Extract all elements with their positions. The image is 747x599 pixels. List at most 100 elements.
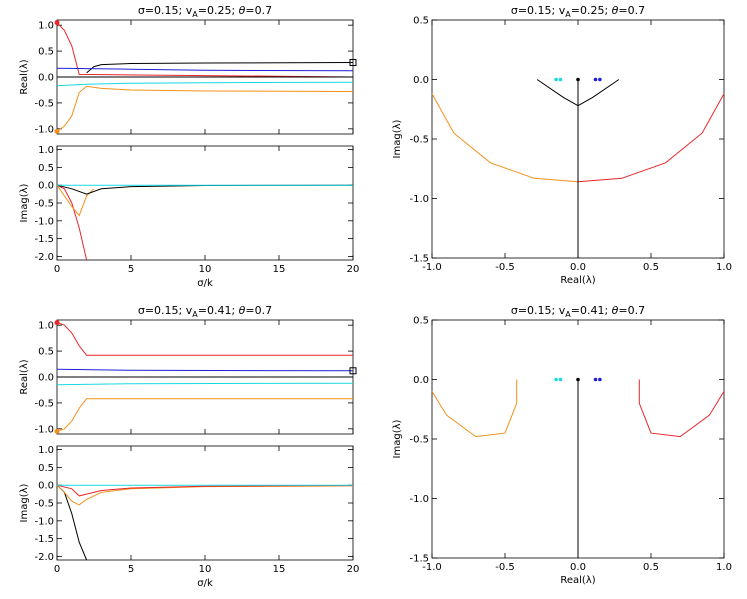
y-tick-label: 1.0	[38, 145, 54, 156]
y-tick-label: -0.5	[34, 499, 54, 510]
root-marker	[598, 377, 602, 382]
root-marker	[558, 377, 563, 382]
root-marker	[554, 77, 558, 82]
series-line-blue	[56, 368, 354, 372]
root-marker	[558, 77, 563, 82]
series-line-red	[56, 484, 354, 497]
x-tick-label: 0.0	[570, 262, 586, 273]
y-tick-label: -1.0	[34, 424, 54, 435]
x-tick-label: 0	[54, 564, 60, 575]
y-tick-label: -0.5	[409, 135, 429, 146]
y-tick-label: -0.5	[409, 435, 429, 446]
x-tick-label: 0.0	[570, 562, 586, 573]
series-line-orange	[431, 379, 518, 438]
y-tick-label: -1.0	[34, 124, 54, 135]
series-line-cyan	[56, 81, 354, 87]
series-line-blue	[56, 67, 354, 72]
y-axis-label: Imag(λ)	[19, 483, 30, 522]
series-line-black	[56, 184, 354, 195]
x-axis-label: σ/k	[197, 578, 213, 589]
x-tick-label: 0.5	[643, 562, 659, 573]
x-tick-label: 5	[128, 264, 134, 275]
y-tick-label: -1.0	[34, 516, 54, 527]
y-tick-label: 0.5	[413, 316, 429, 327]
y-tick-label: 0.5	[413, 16, 429, 27]
x-tick-label: 20	[347, 564, 360, 575]
y-tick-label: -1.5	[34, 534, 54, 545]
x-tick-label: 5	[128, 564, 134, 575]
y-axis-label: Imag(λ)	[392, 119, 403, 158]
series-line-red	[577, 93, 725, 183]
x-tick-label: 0.5	[643, 262, 659, 273]
series-line-red	[56, 22, 354, 78]
y-tick-label: 0.0	[38, 373, 54, 384]
y-axis-label: Real(λ)	[19, 59, 30, 94]
x-axis-label: Real(λ)	[560, 575, 595, 586]
y-tick-label: -1.0	[34, 216, 54, 227]
root-marker	[576, 77, 580, 82]
y-tick-label: 0.0	[38, 481, 54, 492]
y-tick-label: -2.0	[34, 552, 54, 563]
y-tick-label: -0.5	[34, 398, 54, 409]
y-axis-label: Imag(λ)	[19, 183, 30, 222]
y-tick-label: -1.0	[409, 194, 429, 205]
series-line-orange	[56, 484, 354, 506]
root-marker	[576, 377, 580, 382]
x-tick-label: 1.0	[716, 262, 732, 273]
chart-title: σ=0.15; vA=0.41; θ=0.7	[138, 304, 272, 319]
y-tick-label: -1.5	[409, 254, 429, 265]
series-line-red	[56, 184, 88, 261]
series-line-orange	[431, 93, 579, 183]
chart-title: σ=0.15; vA=0.25; θ=0.7	[138, 4, 272, 19]
x-tick-label: -1.0	[422, 562, 442, 573]
y-tick-label: -1.5	[34, 234, 54, 245]
y-tick-label: 0.0	[413, 75, 429, 86]
y-tick-label: -1.5	[409, 554, 429, 565]
series-line-black	[86, 62, 354, 74]
x-axis-label: σ/k	[197, 278, 213, 289]
x-tick-label: 0	[54, 264, 60, 275]
y-tick-label: -0.5	[34, 98, 54, 109]
x-tick-label: 15	[273, 264, 286, 275]
y-tick-label: 0.0	[413, 375, 429, 386]
chart-title: σ=0.15; vA=0.25; θ=0.7	[511, 4, 645, 19]
series-line-red	[56, 322, 353, 356]
x-tick-label: -0.5	[495, 262, 515, 273]
y-tick-label: 0.0	[38, 181, 54, 192]
plot-frame	[56, 445, 354, 561]
start-marker	[54, 320, 60, 326]
root-marker	[593, 377, 598, 382]
series-line-orange	[56, 85, 354, 132]
x-tick-label: 10	[199, 264, 212, 275]
y-tick-label: -0.5	[34, 199, 54, 210]
y-tick-label: 0.0	[38, 73, 54, 84]
series-line-red	[638, 379, 725, 438]
y-tick-label: -1.0	[409, 494, 429, 505]
y-tick-label: 1.0	[38, 321, 54, 332]
end-marker	[349, 367, 357, 375]
x-tick-label: 1.0	[716, 562, 732, 573]
y-tick-label: 1.0	[38, 21, 54, 32]
y-axis-label: Imag(λ)	[392, 419, 403, 458]
series-line-orange	[56, 184, 95, 217]
start-marker	[54, 428, 60, 434]
start-marker	[54, 128, 60, 134]
y-tick-label: 0.5	[38, 463, 54, 474]
y-tick-label: -2.0	[34, 252, 54, 263]
x-tick-label: 20	[347, 264, 360, 275]
series-line-cyan	[56, 382, 354, 386]
root-marker	[598, 77, 602, 82]
root-marker	[554, 377, 558, 382]
root-marker	[593, 77, 598, 82]
end-marker	[349, 58, 357, 66]
x-tick-label: 10	[199, 564, 212, 575]
y-axis-label: Real(λ)	[19, 359, 30, 394]
x-tick-label: 15	[273, 564, 286, 575]
y-tick-label: 1.0	[38, 445, 54, 456]
y-tick-label: 0.5	[38, 347, 54, 358]
series-line-orange	[56, 398, 353, 432]
plot-frame	[56, 145, 354, 261]
x-tick-label: -0.5	[495, 562, 515, 573]
start-marker	[54, 20, 60, 26]
